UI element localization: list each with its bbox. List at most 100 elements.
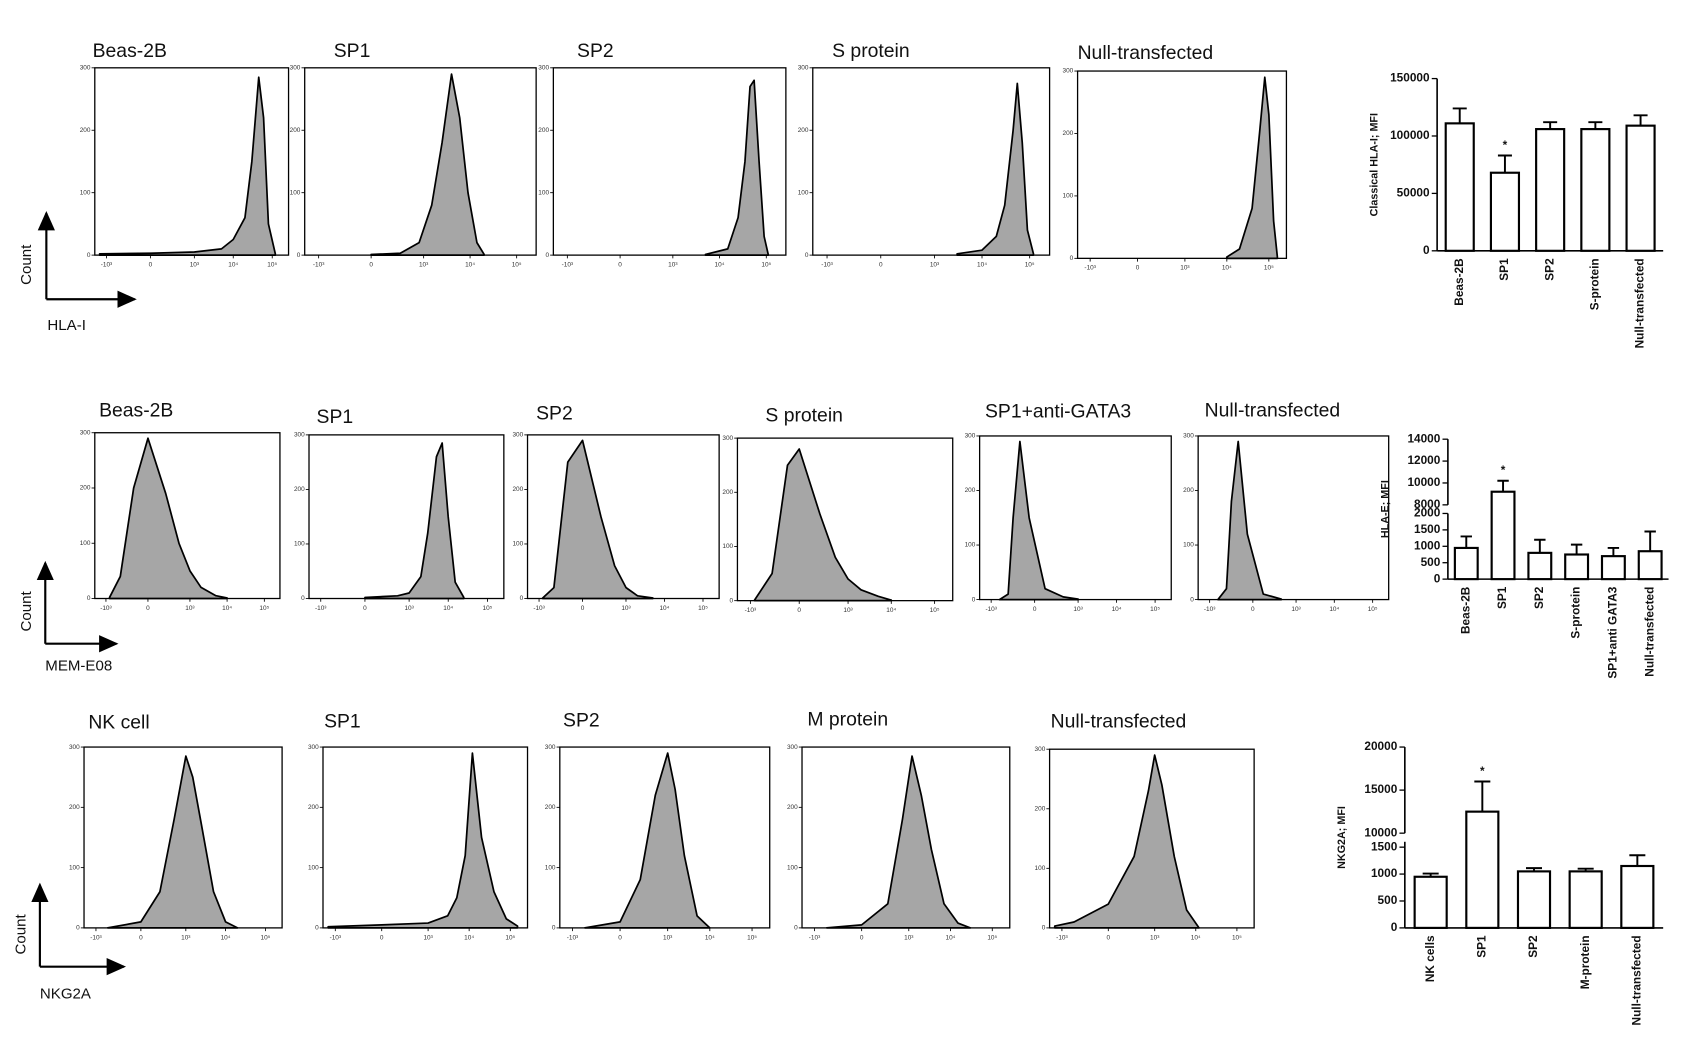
x-tick-label: -10³: [533, 605, 545, 612]
x-tick-label: 10³: [404, 605, 414, 612]
y-tick-label: 200: [1035, 805, 1046, 812]
y-tick-label: 0: [520, 595, 524, 602]
y-tick-label: 100: [1063, 193, 1074, 200]
x-tick-label: 10⁵: [1264, 265, 1274, 272]
y-tick-label: 100000: [1390, 128, 1430, 142]
x-tick-label: 10⁵: [260, 934, 270, 941]
error-bar: [1607, 546, 1620, 557]
row-y-label: Count: [13, 913, 30, 954]
histogram-area: [584, 752, 711, 929]
x-tick-label: -10³: [1204, 606, 1216, 613]
histogram-area: [753, 448, 893, 602]
y-tick-label: 200: [69, 804, 80, 811]
x-tick-label: 0: [380, 934, 384, 941]
y-tick-label: 0: [301, 595, 305, 602]
y-tick-label: 100: [512, 541, 523, 548]
plot-frame: [1197, 435, 1390, 601]
y-axis-label: NKG2A; MFI: [1336, 806, 1348, 869]
x-tick-label: -10³: [745, 607, 757, 614]
y-tick-label: 100: [787, 864, 798, 871]
annotation: *: [1480, 764, 1485, 778]
panel-title: NK cell: [88, 711, 149, 733]
y-tick-label: 20000: [1364, 739, 1397, 753]
y-tick-label: 200: [290, 127, 301, 134]
histogram-area: [1225, 76, 1279, 260]
x-tick-label: 10⁴: [977, 262, 987, 269]
y-tick-label: 0: [1190, 596, 1194, 603]
histogram-panel: Null-transfected -10³ 0 10³ 10⁴ 10⁵ 0 100 200 300: [1063, 42, 1288, 272]
y-tick-label: 0: [87, 595, 91, 602]
histogram-panel: Beas-2B -10³ 0 10³ 10⁴ 10⁵ 0 100 200 300: [80, 399, 281, 612]
histogram-area: [1217, 440, 1283, 601]
y-tick-label: 100: [798, 189, 809, 196]
y-tick-label: 1000: [1371, 866, 1398, 880]
row-y-label: Count: [18, 244, 35, 285]
y-tick-label: 10000: [1364, 825, 1397, 839]
y-tick-label: 200: [1183, 487, 1194, 494]
x-tick-label: 0: [581, 605, 585, 612]
plot-frame: [552, 67, 787, 256]
x-tick-label: 10⁴: [659, 605, 669, 612]
y-tick-label: 0: [1391, 920, 1398, 934]
x-tick-label: 10³: [904, 934, 914, 941]
y-tick-label: 2000: [1414, 506, 1441, 520]
bar: [1413, 875, 1448, 929]
y-tick-label: 0: [1423, 243, 1430, 257]
panel-title: S protein: [832, 40, 909, 62]
x-tick-label: 0: [369, 262, 373, 269]
y-tick-label: 200: [512, 486, 523, 493]
histogram-panel: Beas-2B -10³ 0 10³ 10⁴ 10⁵ 0 100 200 300: [80, 40, 290, 269]
bar: [1637, 550, 1663, 581]
error-bar: [1629, 854, 1646, 867]
x-tick-label: 10⁴: [1112, 606, 1122, 613]
x-tick-label: M-protein: [1578, 935, 1592, 989]
y-tick-label: 0: [1434, 571, 1441, 585]
x-tick-label: 10⁵: [267, 262, 277, 269]
row-axes-3: Count NKG2A: [13, 882, 127, 1003]
histogram-area: [327, 752, 519, 929]
x-tick-label: 0: [146, 605, 150, 612]
plot-frame: [304, 67, 537, 256]
row-x-label: MEM-E08: [45, 657, 112, 674]
x-tick-label: 0: [618, 262, 622, 269]
error-bar: [1525, 867, 1543, 872]
x-tick-label: 10⁴: [715, 262, 725, 269]
row-axes-1: Count HLA-I: [18, 210, 137, 334]
error-bar: [1460, 535, 1472, 548]
row-x-label: NKG2A: [40, 986, 92, 1003]
x-tick-label: S-protein: [1569, 587, 1583, 639]
histogram-area: [541, 439, 654, 600]
y-tick-label: 50000: [1397, 186, 1430, 200]
panel-title: SP2: [536, 403, 573, 425]
panel-title: Null-transfected: [1078, 42, 1214, 64]
histogram-panel: SP2 -10³ 0 10³ 10⁴ 10⁵ 0 100 200 300: [545, 709, 771, 941]
annotation: *: [1503, 138, 1508, 152]
x-tick-label: SP1+anti GATA3: [1606, 586, 1620, 678]
panel-title: Beas-2B: [99, 399, 173, 421]
bar: [1600, 555, 1626, 581]
x-tick-label: 10⁵: [761, 262, 771, 269]
x-tick-label: 10³: [181, 934, 191, 941]
bar: [1620, 864, 1655, 929]
y-tick-label: 100: [1035, 865, 1046, 872]
y-tick-label: 200: [545, 804, 556, 811]
y-tick-label: 500: [1378, 893, 1398, 907]
x-tick-label: 10³: [843, 607, 853, 614]
x-tick-label: 10⁴: [886, 607, 896, 614]
histogram-panel: SP2 -10³ 0 10³ 10⁴ 10⁵ 0 100 200 300: [512, 403, 720, 612]
histogram-panel: Null-transfected -10³ 0 10³ 10⁴ 10⁵ 0 100 200 300: [1035, 710, 1255, 941]
x-tick-label: -10³: [985, 606, 997, 613]
error-bar: [1577, 867, 1594, 872]
x-tick-label: 0: [363, 605, 367, 612]
histogram-area: [370, 73, 486, 256]
y-tick-label: 0: [315, 925, 319, 932]
x-tick-label: SP1: [1474, 935, 1488, 958]
error-bar: [1570, 543, 1583, 555]
x-tick-label: Null-transfected: [1629, 935, 1643, 1025]
x-tick-label: 10⁴: [1222, 265, 1232, 272]
x-tick-label: 0: [149, 262, 153, 269]
y-tick-label: 0: [1070, 255, 1074, 262]
panel-title: SP2: [563, 709, 600, 731]
annotation: *: [1501, 463, 1506, 477]
